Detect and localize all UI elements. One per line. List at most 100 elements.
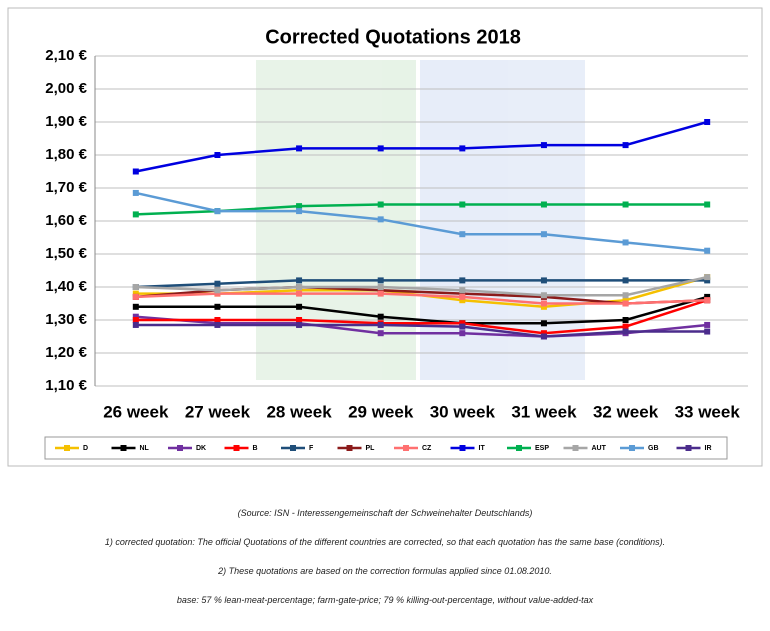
chart-title: Corrected Quotations 2018 [265, 26, 521, 48]
legend-label: B [253, 445, 258, 452]
point [377, 290, 384, 297]
point [377, 330, 384, 337]
point [132, 293, 139, 300]
y-tick-label: 1,80 € [45, 146, 87, 163]
y-tick-label: 1,50 € [45, 245, 87, 262]
point [622, 323, 629, 330]
chart: Corrected Quotations 2018 1,10 € 1,20 € 1,… [7, 7, 763, 467]
point [132, 313, 139, 320]
legend-marker [685, 445, 692, 451]
point [540, 300, 547, 307]
point [296, 290, 303, 297]
legend-label: CZ [422, 445, 432, 452]
point [540, 201, 547, 208]
legend-label: IT [479, 445, 486, 452]
point [540, 142, 547, 149]
point [459, 145, 466, 152]
point [132, 317, 139, 323]
point [132, 211, 139, 218]
point [459, 287, 466, 294]
y-tick-label: 1,70 € [45, 179, 87, 196]
point [622, 300, 629, 307]
legend-marker [177, 445, 183, 451]
point [540, 330, 547, 337]
point [296, 277, 303, 284]
point [540, 320, 547, 327]
point [214, 152, 221, 158]
point [132, 168, 139, 175]
point [704, 201, 711, 208]
series-line [135, 315, 708, 338]
point [459, 290, 466, 297]
point [377, 216, 384, 223]
point [704, 277, 711, 284]
point [377, 277, 384, 284]
y-tick-label: 1,40 € [45, 278, 87, 295]
point [296, 303, 303, 310]
note: 1) corrected quotation: The official Quo… [104, 537, 666, 547]
point [377, 201, 384, 208]
point [622, 239, 629, 246]
legend-label: IR [705, 445, 712, 452]
point [622, 201, 629, 208]
legend-marker [403, 445, 409, 451]
legend-frame [44, 436, 728, 460]
point [704, 247, 711, 254]
point [377, 313, 384, 320]
x-tick-label: 33 week [675, 402, 741, 421]
chart-frame [7, 7, 763, 467]
series-line [135, 295, 708, 325]
point [296, 287, 303, 294]
note: base: 57 % lean-meat-percentage; farm-ga… [176, 595, 594, 605]
point [214, 303, 221, 310]
series-line [135, 323, 708, 338]
legend-marker [120, 445, 127, 451]
point [296, 145, 303, 152]
point [540, 277, 547, 284]
point [459, 293, 466, 300]
legend-label: AUT [592, 445, 607, 452]
legend-marker [64, 445, 70, 451]
legend-marker [290, 445, 296, 451]
x-tick-label: 29 week [348, 402, 414, 421]
point [540, 303, 547, 310]
legend-marker [572, 445, 579, 451]
point [540, 231, 547, 238]
legend-label: D [83, 445, 88, 452]
legend-label: NL [140, 445, 150, 452]
point [459, 277, 466, 284]
y-tick-label: 2,00 € [45, 80, 87, 97]
x-tick-label: 28 week [266, 402, 332, 421]
point [377, 284, 384, 290]
point [459, 201, 466, 208]
point [459, 320, 466, 327]
point [296, 317, 303, 323]
series-line [135, 120, 708, 173]
point [459, 297, 466, 304]
point [459, 231, 466, 238]
point [377, 287, 384, 294]
point [622, 292, 629, 299]
point [377, 145, 384, 152]
x-tick-label: 30 week [430, 402, 496, 421]
legend-marker [629, 445, 635, 451]
note: 2) These quotations are based on the cor… [218, 566, 552, 576]
point [704, 119, 711, 125]
point [622, 277, 629, 284]
point [132, 321, 139, 328]
point [704, 274, 711, 281]
legend-label: GB [648, 445, 659, 452]
point [377, 321, 384, 328]
x-tick-label: 32 week [593, 402, 659, 421]
point [296, 284, 303, 290]
y-tick-label: 1,20 € [45, 344, 87, 361]
legend-label: PL [366, 445, 376, 452]
point [622, 142, 629, 149]
series-line [135, 292, 708, 305]
legend-marker [346, 445, 353, 451]
y-tick-label: 1,60 € [45, 212, 87, 229]
point [540, 333, 547, 340]
legend-marker [459, 445, 466, 451]
legend-marker [516, 445, 522, 451]
y-tick-label: 1,10 € [45, 377, 87, 394]
